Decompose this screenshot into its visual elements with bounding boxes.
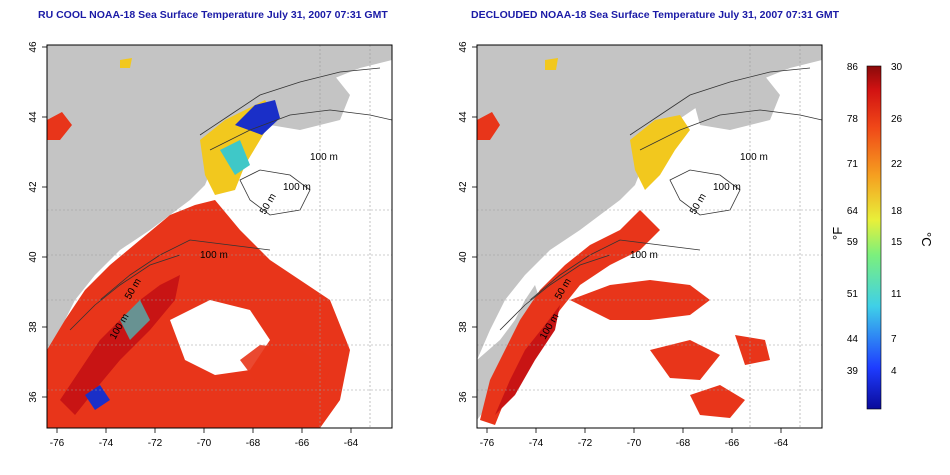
- x-tick-label: -76: [50, 438, 65, 449]
- right-contour-label-2: 100 m: [713, 182, 741, 193]
- x-tick-label: -74: [99, 438, 114, 449]
- x-tick-label: -72: [148, 438, 163, 449]
- y-tick-label: 40: [28, 251, 39, 263]
- colorbar-celsius-tick: 4: [891, 366, 897, 377]
- left-land: [47, 45, 392, 360]
- colorbar: [866, 65, 882, 410]
- right-sst-warm: [480, 210, 660, 425]
- y-tick-label: 36: [458, 391, 469, 403]
- colorbar-celsius-tick: 15: [891, 237, 903, 248]
- right-land: [477, 45, 822, 360]
- colorbar-celsius-tick: 11: [891, 289, 902, 300]
- colorbar-celsius-tick: 30: [891, 62, 903, 73]
- colorbar-fahrenheit-label: °F: [830, 227, 845, 240]
- axis-labels: -76 -74 -72 -70 -68 -66 -64 46 44 42 40 38 36 -76 -74 -…: [28, 41, 789, 449]
- axis-ticks: [42, 46, 782, 433]
- colorbar-fahrenheit-tick: 51: [847, 289, 859, 300]
- colorbar-fahrenheit-tick: 59: [847, 237, 859, 248]
- left-panel-title: RU COOL NOAA-18 Sea Surface Temperature …: [38, 9, 388, 21]
- colorbar-fahrenheit-tick: 64: [847, 206, 859, 217]
- colorbar-celsius-tick: 26: [891, 114, 903, 125]
- x-tick-label: -74: [529, 438, 544, 449]
- y-tick-label: 42: [458, 181, 469, 193]
- x-tick-label: -70: [197, 438, 212, 449]
- x-tick-label: -68: [676, 438, 691, 449]
- x-tick-label: -72: [578, 438, 593, 449]
- colorbar-celsius-tick: 18: [891, 206, 903, 217]
- x-tick-label: -76: [480, 438, 495, 449]
- y-tick-label: 44: [458, 111, 469, 123]
- colorbar-celsius-label: °C: [919, 232, 934, 247]
- y-tick-label: 36: [28, 391, 39, 403]
- y-tick-label: 44: [28, 111, 39, 123]
- right-contour-label-1: 100 m: [740, 152, 768, 163]
- y-tick-label: 46: [458, 41, 469, 53]
- colorbar-celsius-tick: 7: [891, 334, 897, 345]
- colorbar-fahrenheit-tick: 39: [847, 366, 859, 377]
- y-tick-label: 38: [28, 321, 39, 333]
- x-tick-label: -64: [344, 438, 359, 449]
- x-tick-label: -66: [295, 438, 310, 449]
- y-tick-label: 38: [458, 321, 469, 333]
- left-contour-label-1: 100 m: [310, 152, 338, 163]
- colorbar-fahrenheit-tick: 71: [847, 159, 859, 170]
- y-tick-label: 40: [458, 251, 469, 263]
- y-tick-label: 42: [28, 181, 39, 193]
- y-tick-label: 46: [28, 41, 39, 53]
- right-contour-label-4: 100 m: [630, 250, 658, 261]
- left-contour-label-2: 100 m: [283, 182, 311, 193]
- colorbar-fahrenheit-tick: 86: [847, 62, 859, 73]
- right-panel-title: DECLOUDED NOAA-18 Sea Surface Temperatur…: [471, 9, 840, 21]
- x-tick-label: -64: [774, 438, 789, 449]
- colorbar-fahrenheit-tick: 78: [847, 114, 859, 125]
- colorbar-fahrenheit-tick: 44: [847, 334, 859, 345]
- x-tick-label: -68: [246, 438, 261, 449]
- left-contour-label-4: 100 m: [200, 250, 228, 261]
- x-tick-label: -66: [725, 438, 740, 449]
- x-tick-label: -70: [627, 438, 642, 449]
- colorbar-celsius-tick: 22: [891, 159, 903, 170]
